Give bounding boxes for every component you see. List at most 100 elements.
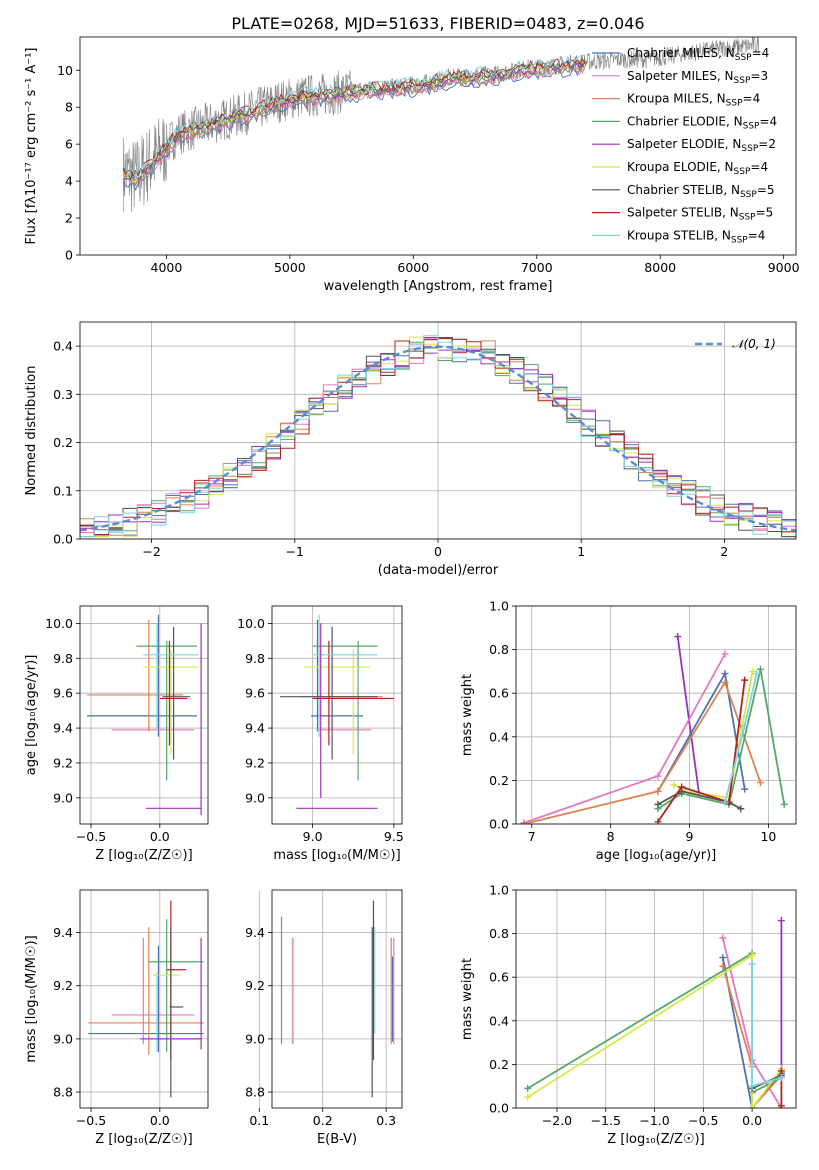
y-tick-label: 9.4 bbox=[245, 721, 265, 736]
y-tick-label: 9.8 bbox=[245, 651, 265, 666]
model-line-chabrier-stelib bbox=[122, 60, 586, 181]
legend-entry-label: Salpeter MILES, NSSP=3 bbox=[627, 69, 768, 86]
legend-subscript: SSP bbox=[741, 144, 758, 154]
weight-marker bbox=[741, 676, 749, 684]
legend-subscript: SSP bbox=[739, 213, 756, 223]
axes-frame bbox=[79, 889, 209, 1109]
weight-marker bbox=[654, 772, 662, 780]
weight-marker bbox=[748, 1082, 756, 1090]
y-tick-label: 10.0 bbox=[45, 616, 73, 631]
legend-nssp-value: =5 bbox=[757, 183, 775, 197]
y-tick-label: 8.8 bbox=[245, 1085, 265, 1100]
weight-line-chabrier-miles bbox=[721, 957, 783, 1108]
y-tick-label: 0.8 bbox=[489, 926, 509, 941]
weight-marker bbox=[719, 962, 727, 970]
panel-mass-vs-Z: −0.5 0.0 8.8 9.0 9.2 9.4 Z [log₁₀(Z/Z☉)] mass [… bbox=[24, 889, 209, 1147]
y-tick-label: 0.2 bbox=[53, 435, 73, 450]
weight-marker bbox=[757, 665, 765, 673]
weight-marker bbox=[524, 1084, 532, 1092]
x-tick-label: 7000 bbox=[521, 260, 553, 275]
axes-frame bbox=[79, 36, 797, 256]
y-axis-label: age [log₁₀(age/yr)] bbox=[24, 655, 39, 776]
panel-weight-vs-Z: −2.0 −1.5 −1.0 −0.5 0.0 0.0 0.2 0.4 0.6 0.8 1.0 Z [… bbox=[460, 883, 797, 1147]
axes-frame bbox=[515, 605, 797, 825]
model-line-kroupa-stelib bbox=[123, 55, 585, 180]
legend-subscript: SSP bbox=[743, 121, 760, 131]
y-tick-label: 1.0 bbox=[489, 883, 509, 898]
legend-nssp-value: =4 bbox=[743, 92, 761, 106]
y-tick-label: 9.6 bbox=[245, 686, 265, 701]
x-tick-label: 8000 bbox=[644, 260, 676, 275]
x-tick-label: 1 bbox=[577, 544, 585, 559]
spectrum-legend: Chabrier MILES, NSSP=4 Salpeter MILES, NS… bbox=[592, 46, 777, 245]
legend-subscript: SSP bbox=[735, 53, 752, 63]
panel-weight-vs-age: 7 8 9 10 0.0 0.2 0.4 0.6 0.8 1.0 age [log₁₀(age/yr… bbox=[460, 599, 797, 863]
y-tick-label: 0.2 bbox=[489, 773, 509, 788]
y-tick-label: 9.0 bbox=[245, 1031, 265, 1046]
weight-marker bbox=[780, 800, 788, 808]
weight-marker bbox=[721, 798, 729, 806]
legend-entry-label: Chabrier ELODIE, NSSP=4 bbox=[627, 114, 777, 131]
x-tick-label: 10 bbox=[760, 829, 776, 844]
weight-marker bbox=[777, 1067, 785, 1075]
chart-title: PLATE=0268, MJD=51633, FIBERID=0483, z=0… bbox=[231, 14, 644, 33]
legend-entry-label: Chabrier MILES, NSSP=4 bbox=[627, 46, 769, 63]
panel-age-vs-mass: 9.0 9.5 9.0 9.2 9.4 9.6 9.8 10.0 mass [log₁₀(M/M… bbox=[237, 605, 404, 863]
legend-entry-label: Kroupa STELIB, NSSP=4 bbox=[627, 228, 765, 245]
weight-marker bbox=[777, 917, 785, 925]
grid-mass-vs-EBV bbox=[258, 890, 402, 1108]
weight-line-salpeter-elodie bbox=[676, 636, 700, 794]
legend-subscript: SSP bbox=[726, 99, 743, 109]
y-tick-label: 9.4 bbox=[245, 925, 265, 940]
y-tick-label: 8.8 bbox=[53, 1085, 73, 1100]
x-axis-label: mass [log₁₀(M/M☉)] bbox=[273, 848, 400, 863]
x-axis-label: Z [log₁₀(Z/Z☉)] bbox=[607, 1132, 704, 1147]
plot-area-residuals bbox=[80, 335, 796, 538]
y-tick-label: 0.2 bbox=[489, 1057, 509, 1072]
plot-area-mass-vs-Z bbox=[88, 900, 204, 1098]
weight-marker bbox=[670, 781, 678, 789]
legend-gaussian-label: 𝒩(0, 1) bbox=[732, 337, 776, 351]
y-tick-label: 9.6 bbox=[53, 686, 73, 701]
x-tick-label: 4000 bbox=[151, 260, 183, 275]
y-axis-label: mass weight bbox=[460, 958, 475, 1040]
x-tick-label: −1 bbox=[286, 544, 304, 559]
x-tick-label: 0.3 bbox=[376, 1113, 396, 1128]
legend-nssp-value: =4 bbox=[759, 114, 777, 128]
x-tick-label: 9.0 bbox=[303, 829, 323, 844]
y-axis-label: Normed distribution bbox=[24, 366, 39, 496]
legend-subscript: SSP bbox=[731, 235, 748, 245]
legend-subscript: SSP bbox=[734, 167, 751, 177]
legend-subscript: SSP bbox=[734, 76, 751, 86]
x-tick-label: 9000 bbox=[768, 260, 800, 275]
legend-nssp-value: =5 bbox=[756, 206, 774, 220]
y-axis-label: mass weight bbox=[460, 674, 475, 756]
y-tick-label: 0.6 bbox=[489, 686, 509, 701]
x-axis-label: wavelength [Angstrom, rest frame] bbox=[324, 279, 553, 294]
weight-marker bbox=[777, 1102, 785, 1108]
y-tick-label: 0.0 bbox=[53, 532, 73, 547]
y-tick-label: 0.4 bbox=[489, 1013, 509, 1028]
weight-marker bbox=[654, 787, 662, 795]
y-tick-label: 9.2 bbox=[53, 755, 73, 770]
x-tick-label: 9.5 bbox=[384, 829, 404, 844]
y-tick-label: 9.0 bbox=[245, 790, 265, 805]
axes-frame bbox=[79, 321, 797, 540]
weight-marker bbox=[741, 785, 749, 793]
y-tick-label: 9.2 bbox=[245, 978, 265, 993]
weight-marker bbox=[654, 800, 662, 808]
plot-area-mass-vs-EBV bbox=[280, 900, 395, 1098]
x-tick-label: 7 bbox=[528, 829, 536, 844]
y-tick-label: 4 bbox=[65, 174, 73, 189]
legend-nssp-value: =4 bbox=[750, 160, 768, 174]
legend-entry-label: Salpeter STELIB, NSSP=5 bbox=[627, 206, 773, 223]
plot-area-age-vs-mass bbox=[280, 614, 394, 809]
legend-entry-label: Kroupa ELODIE, NSSP=4 bbox=[627, 160, 768, 177]
panel-residuals: −2 −1 0 1 2 0.0 0.1 0.2 0.3 0.4 (data-model)/error… bbox=[24, 321, 797, 578]
weight-marker bbox=[520, 820, 528, 824]
legend-nssp-value: =2 bbox=[758, 137, 776, 151]
x-tick-label: −0.5 bbox=[76, 829, 106, 844]
axes-frame bbox=[515, 889, 797, 1109]
